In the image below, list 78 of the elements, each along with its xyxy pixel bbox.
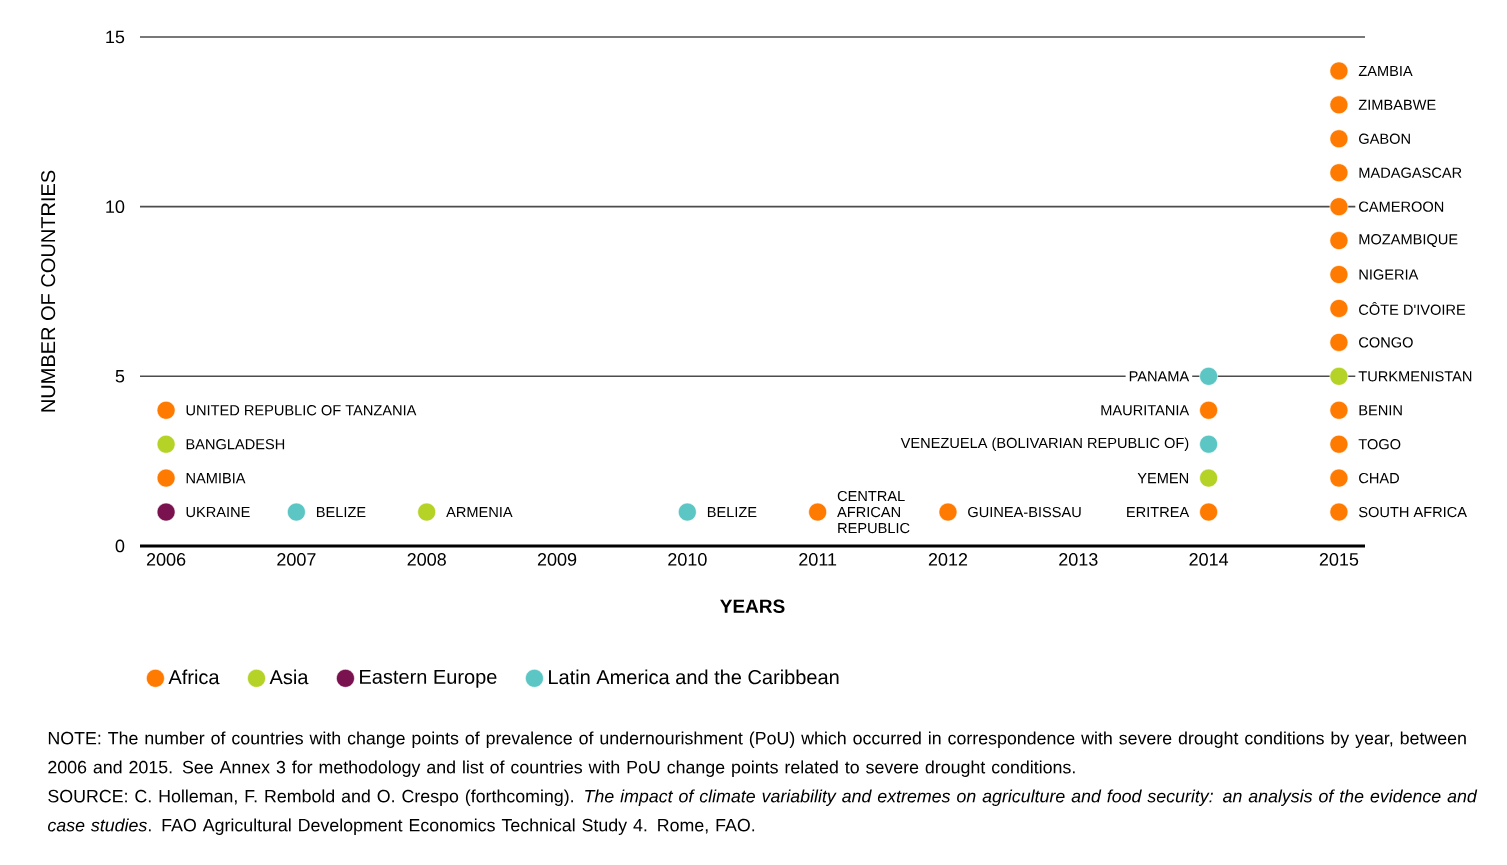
annotation: TOGO [1358,439,1401,450]
x-tick-label: 2006 [146,553,186,566]
x-tick-label: 2010 [668,553,707,566]
x-tick-label: 2012 [928,553,968,566]
x-tick-label: 2011 [799,553,837,566]
x-tick-label: 2009 [537,553,577,566]
point [1199,367,1218,386]
x-tick-label: 2013 [1059,553,1098,566]
annotation: GABON [1359,133,1410,144]
point [1329,61,1349,81]
y-tick-label: 5 [115,370,125,383]
annotation: NAMIBIA [186,473,246,484]
annotation: BELIZE [707,507,757,518]
annotation: MAURITANIA [1101,405,1190,416]
annotation: ZIMBABWE [1358,99,1436,110]
point [1329,400,1349,420]
annotation: YEMEN [1137,473,1189,484]
annotation: CHAD [1359,472,1399,484]
x-tick-label: 2008 [407,553,446,566]
x-axis-title: YEARS [720,599,785,613]
point [1199,502,1218,522]
annotation: ARMENIA [446,507,513,518]
annotation: SOUTH AFRICA [1358,506,1467,518]
annotation: UNITED REPUBLIC OF TANZANIA [186,405,417,416]
point [1329,129,1349,149]
point [417,502,437,522]
point [156,468,176,488]
point [1329,333,1349,352]
point [287,502,306,522]
point [1329,197,1349,216]
legend-label: Asia [269,669,309,685]
y-tick-label: 15 [106,30,125,44]
annotation: CONGO [1359,337,1413,348]
annotation: ERITREA [1127,507,1190,518]
point [1329,299,1349,318]
point [1199,434,1218,454]
annotation: GUINEA-BISSAU [968,506,1081,518]
legend-label: Africa [168,669,220,685]
annotation: NIGERIA [1359,269,1419,280]
point [1199,468,1218,488]
annotation: MOZAMBIQUE [1359,234,1458,248]
annotation: BANGLADESH [186,439,285,450]
point [1329,434,1349,454]
x-tick-label: 2007 [277,553,316,566]
annotation: UKRAINE [186,506,250,518]
point [156,502,176,522]
annotation: CÔTE D'IVOIRE [1359,302,1466,315]
annotation: TURKMENISTAN [1358,371,1472,382]
point [938,502,958,522]
point [1329,265,1349,284]
point [1329,163,1349,183]
point [1199,400,1218,420]
point [1329,502,1349,522]
annotation: ZAMBIA [1358,65,1413,76]
point [1329,231,1349,250]
annotation: BELIZE [316,507,366,518]
annotation: BENIN [1359,405,1402,416]
point [1329,367,1349,386]
point [808,502,827,522]
point [678,502,697,522]
text: NOTE: The number of countries with change points of prevalence of undernourishment (PoU) which occurred in correspondence with severe drought conditions by year, between 2006 and 2015. See Annex 3 for methodology and list of countries with PoU change points related to severe drought conditions. [48,731,1466,777]
point [1329,95,1349,115]
annotation: PANAMA [1129,371,1190,382]
x-tick-label: 2015 [1319,553,1359,566]
annotation: MADAGASCAR [1359,167,1462,178]
legend-label: Latin America and the Caribbean [549,669,839,685]
point [156,400,176,420]
annotation: CAMEROON [1359,201,1444,212]
y-axis-title: NUMBER OF COUNTRIES [41,170,56,412]
text: SOURCE: C. Holleman, F. Rembold and O. Crespo (forthcoming). The impact of climate variability and extremes on agriculture and food security: an analysis of the evidence and case studies. FAO Agricultural Development Economics Technical Study 4. Rome, FAO. [48,789,1478,835]
point [156,434,176,454]
annotation: CENTRAL AFRICAN REPUBLIC [837,490,910,534]
y-tick-label: 10 [106,200,125,214]
y-tick-label: 0 [115,539,125,553]
annotation: VENEZUELA (BOLIVARIAN REPUBLIC OF) [900,437,1189,451]
x-tick-label: 2014 [1189,553,1229,566]
legend-label: Eastern Europe [360,669,497,688]
point [1329,468,1349,488]
